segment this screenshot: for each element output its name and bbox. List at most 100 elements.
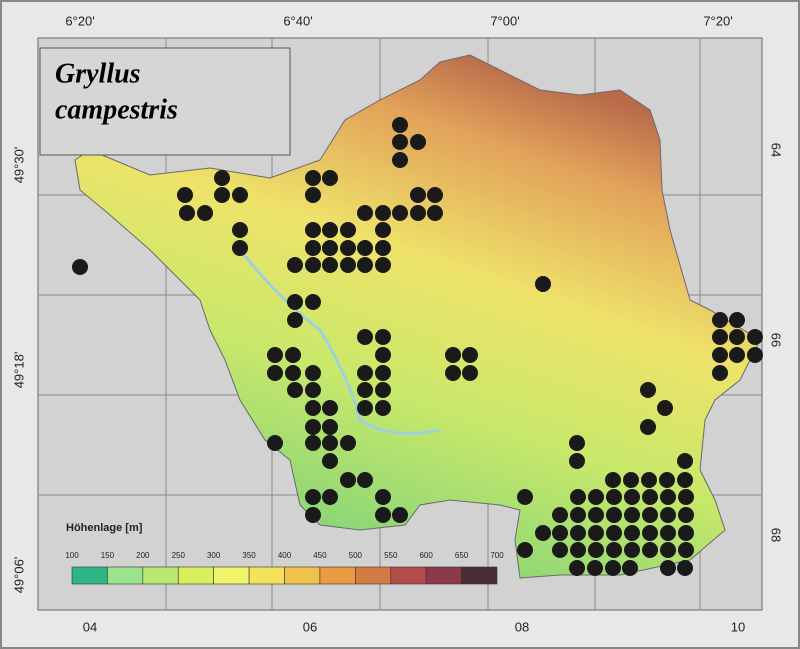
occurrence-dot [606, 489, 622, 505]
legend-tick-label: 150 [101, 551, 115, 560]
occurrence-dot [606, 507, 622, 523]
legend: 100 150 200 250 300 350 400 450 500 550 600 650 700 [65, 551, 504, 585]
occurrence-dot [640, 382, 656, 398]
occurrence-dot [305, 419, 321, 435]
occurrence-dot [462, 365, 478, 381]
occurrence-dot [72, 259, 88, 275]
occurrence-dot [375, 205, 391, 221]
occurrence-dot [660, 525, 676, 541]
occurrence-dot [535, 276, 551, 292]
occurrence-dot [678, 525, 694, 541]
occurrence-dot [605, 560, 621, 576]
grid-y-label: 66 [769, 333, 784, 347]
occurrence-dot [375, 329, 391, 345]
occurrence-dot [375, 240, 391, 256]
occurrence-dot [624, 525, 640, 541]
occurrence-dot [587, 560, 603, 576]
occurrence-dot [375, 347, 391, 363]
occurrence-dot [517, 489, 533, 505]
legend-swatch [142, 566, 179, 585]
occurrence-dot [322, 257, 338, 273]
occurrence-dots [72, 117, 763, 576]
occurrence-dot [375, 489, 391, 505]
occurrence-dot [392, 134, 408, 150]
longitude-label: 6°40' [283, 13, 312, 28]
occurrence-dot [569, 560, 585, 576]
occurrence-dot [642, 489, 658, 505]
occurrence-dot [392, 152, 408, 168]
grid-y-label: 68 [769, 528, 784, 542]
occurrence-dot [305, 187, 321, 203]
legend-swatch [284, 566, 321, 585]
occurrence-dot [623, 472, 639, 488]
occurrence-dot [357, 400, 373, 416]
occurrence-dot [357, 329, 373, 345]
occurrence-dot [659, 472, 675, 488]
occurrence-dot [552, 507, 568, 523]
occurrence-dot [445, 347, 461, 363]
occurrence-dot [660, 489, 676, 505]
occurrence-dot [642, 507, 658, 523]
latitude-label: 49°30' [11, 147, 26, 184]
occurrence-dot [267, 347, 283, 363]
occurrence-dot [729, 329, 745, 345]
occurrence-dot [322, 453, 338, 469]
occurrence-dot [305, 257, 321, 273]
occurrence-dot [177, 187, 193, 203]
legend-tick-label: 400 [278, 551, 292, 560]
occurrence-dot [624, 507, 640, 523]
occurrence-dot [287, 257, 303, 273]
occurrence-dot [375, 222, 391, 238]
legend-tick-label: 350 [242, 551, 256, 560]
legend-swatch [107, 566, 144, 585]
longitude-label: 7°20' [703, 13, 732, 28]
saarland-terrain [74, 54, 761, 579]
legend-tick-label: 100 [65, 551, 79, 560]
occurrence-dot [606, 542, 622, 558]
grid-x-label: 08 [515, 619, 529, 634]
occurrence-dot [677, 560, 693, 576]
occurrence-dot [285, 347, 301, 363]
occurrence-dot [712, 347, 728, 363]
occurrence-dot [340, 257, 356, 273]
occurrence-dot [214, 170, 230, 186]
occurrence-dot [340, 435, 356, 451]
occurrence-dot [287, 294, 303, 310]
legend-swatch [319, 566, 356, 585]
occurrence-dot [569, 453, 585, 469]
occurrence-dot [305, 382, 321, 398]
legend-swatch [177, 566, 214, 585]
occurrence-dot [712, 329, 728, 345]
occurrence-dot [729, 347, 745, 363]
occurrence-dot [660, 560, 676, 576]
occurrence-dot [232, 240, 248, 256]
occurrence-dot [322, 419, 338, 435]
occurrence-dot [392, 117, 408, 133]
occurrence-dot [588, 507, 604, 523]
occurrence-dot [305, 240, 321, 256]
legend-tick-label: 700 [490, 551, 504, 560]
occurrence-dot [357, 365, 373, 381]
occurrence-dot [392, 205, 408, 221]
occurrence-dot [322, 489, 338, 505]
occurrence-dot [179, 205, 195, 221]
legend-swatch [390, 566, 427, 585]
occurrence-dot [267, 365, 283, 381]
occurrence-dot [322, 435, 338, 451]
occurrence-dot [677, 453, 693, 469]
occurrence-dot [677, 472, 693, 488]
legend-tick-label: 500 [349, 551, 363, 560]
occurrence-dot [747, 347, 763, 363]
occurrence-dot [588, 542, 604, 558]
occurrence-dot [712, 365, 728, 381]
occurrence-dot [642, 525, 658, 541]
occurrence-dot [622, 560, 638, 576]
occurrence-dot [642, 542, 658, 558]
legend-swatch [425, 566, 462, 585]
occurrence-dot [197, 205, 213, 221]
occurrence-dot [357, 205, 373, 221]
grid-x-label: 06 [303, 619, 317, 634]
occurrence-dot [535, 525, 551, 541]
occurrence-dot [392, 507, 408, 523]
